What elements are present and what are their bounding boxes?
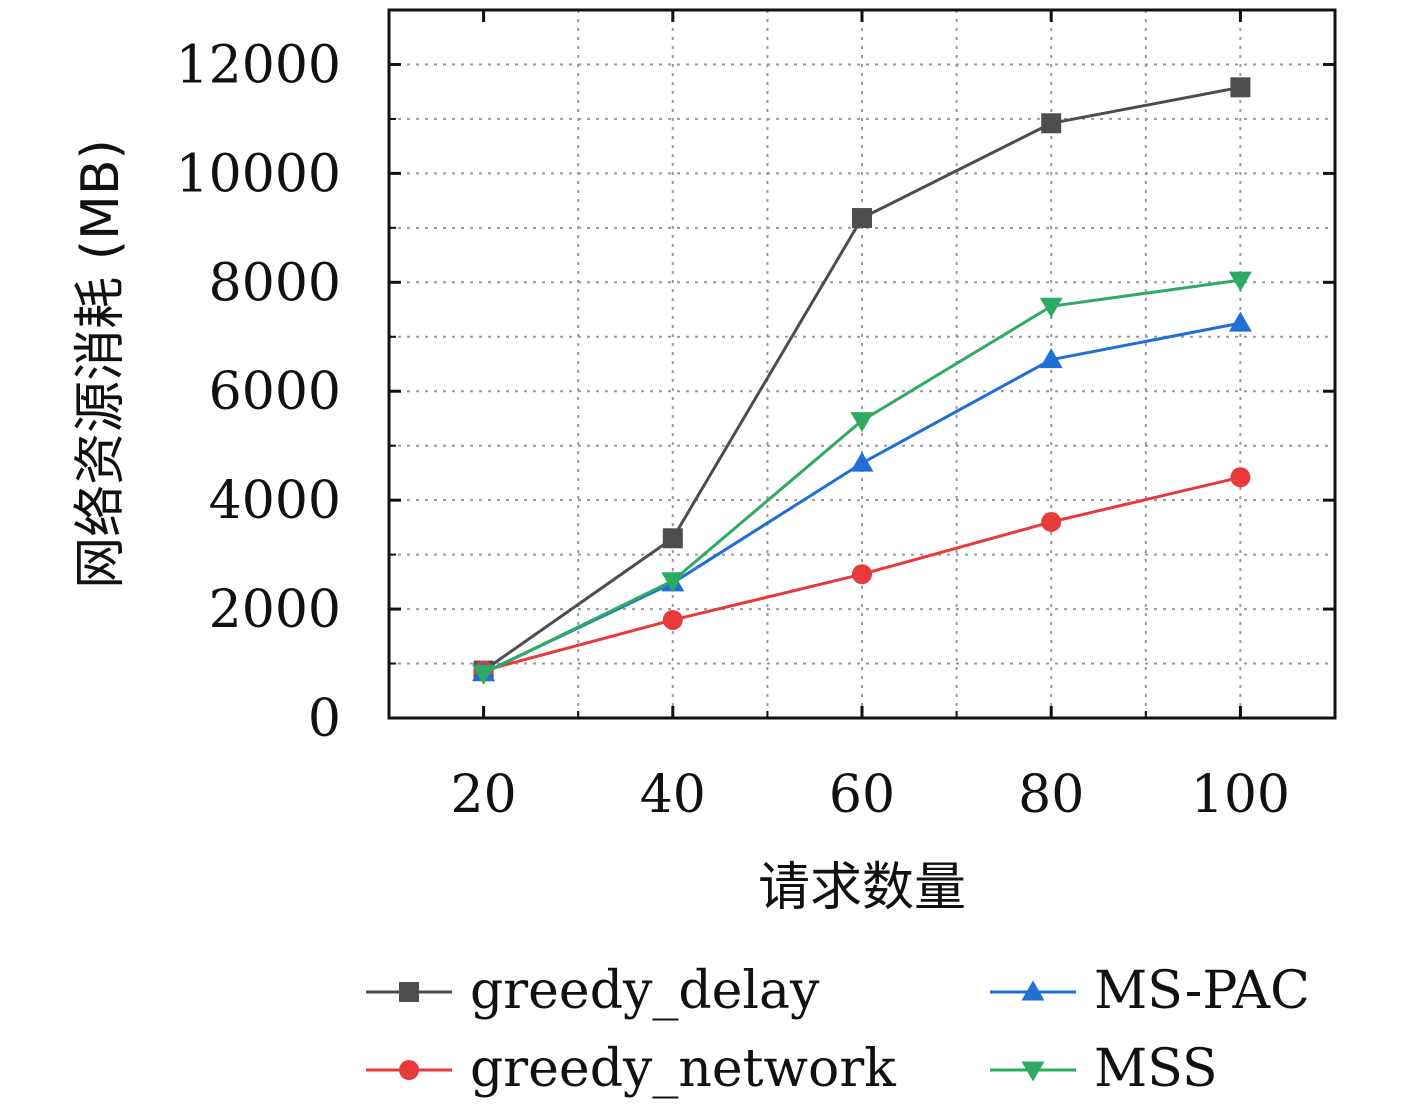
series-mss [472, 271, 1252, 685]
data-point-triangle-up [1039, 348, 1063, 369]
data-point-circle [1230, 467, 1251, 488]
data-point-square [1230, 77, 1251, 98]
data-point-triangle-down [1228, 271, 1252, 292]
x-tick-label: 80 [1018, 765, 1084, 825]
legend-item: greedy_delay [366, 961, 820, 1021]
y-tick-label: 12000 [176, 35, 341, 95]
x-axis-title: 请求数量 [758, 858, 966, 918]
y-tick-label: 8000 [209, 253, 341, 313]
data-point-triangle-up [1021, 980, 1045, 1001]
axis-ticks [389, 10, 1335, 720]
y-tick-label: 0 [308, 689, 341, 749]
tick-labels: 20 40 60 80 100 0 2000 4000 6000 8000 10000 12000 [176, 35, 1290, 825]
data-point-triangle-up [1228, 311, 1252, 332]
legend-label: greedy_network [470, 1039, 896, 1099]
data-point-circle [399, 1060, 419, 1080]
legend-label: greedy_delay [470, 961, 820, 1021]
data-point-square [399, 982, 419, 1002]
x-tick-label: 100 [1191, 765, 1290, 825]
data-point-square [662, 528, 683, 549]
legend-item: MS-PAC [990, 961, 1310, 1021]
grid-lines [389, 10, 1335, 718]
x-tick-label: 40 [640, 765, 706, 825]
y-tick-label: 10000 [176, 144, 341, 204]
data-point-triangle-down [850, 412, 874, 433]
data-point-triangle-down [472, 664, 496, 685]
series-greedy-delay [473, 77, 1251, 681]
y-tick-label: 6000 [209, 362, 341, 422]
data-point-circle [662, 609, 683, 630]
legend-item: greedy_network [366, 1039, 896, 1099]
data-point-circle [1041, 511, 1062, 532]
x-tick-label: 60 [829, 765, 895, 825]
series-greedy-network [473, 467, 1251, 681]
y-tick-label: 2000 [209, 580, 341, 640]
data-point-triangle-down [1021, 1061, 1045, 1082]
data-point-circle [852, 564, 872, 585]
data-point-triangle-up [850, 451, 874, 472]
series-group [472, 77, 1252, 685]
data-point-square [1041, 113, 1062, 134]
data-point-triangle-down [661, 572, 685, 593]
data-point-triangle-down [1039, 297, 1063, 318]
legend-label: MSS [1094, 1039, 1218, 1099]
data-point-square [852, 208, 872, 229]
legend: greedy_delay greedy_network MS-PAC MSS [366, 961, 1310, 1099]
y-axis-title: 网络资源消耗 (MB) [71, 139, 131, 589]
legend-item: MSS [990, 1039, 1218, 1099]
x-tick-label: 20 [451, 765, 517, 825]
y-tick-label: 4000 [209, 471, 341, 531]
legend-label: MS-PAC [1094, 961, 1310, 1021]
